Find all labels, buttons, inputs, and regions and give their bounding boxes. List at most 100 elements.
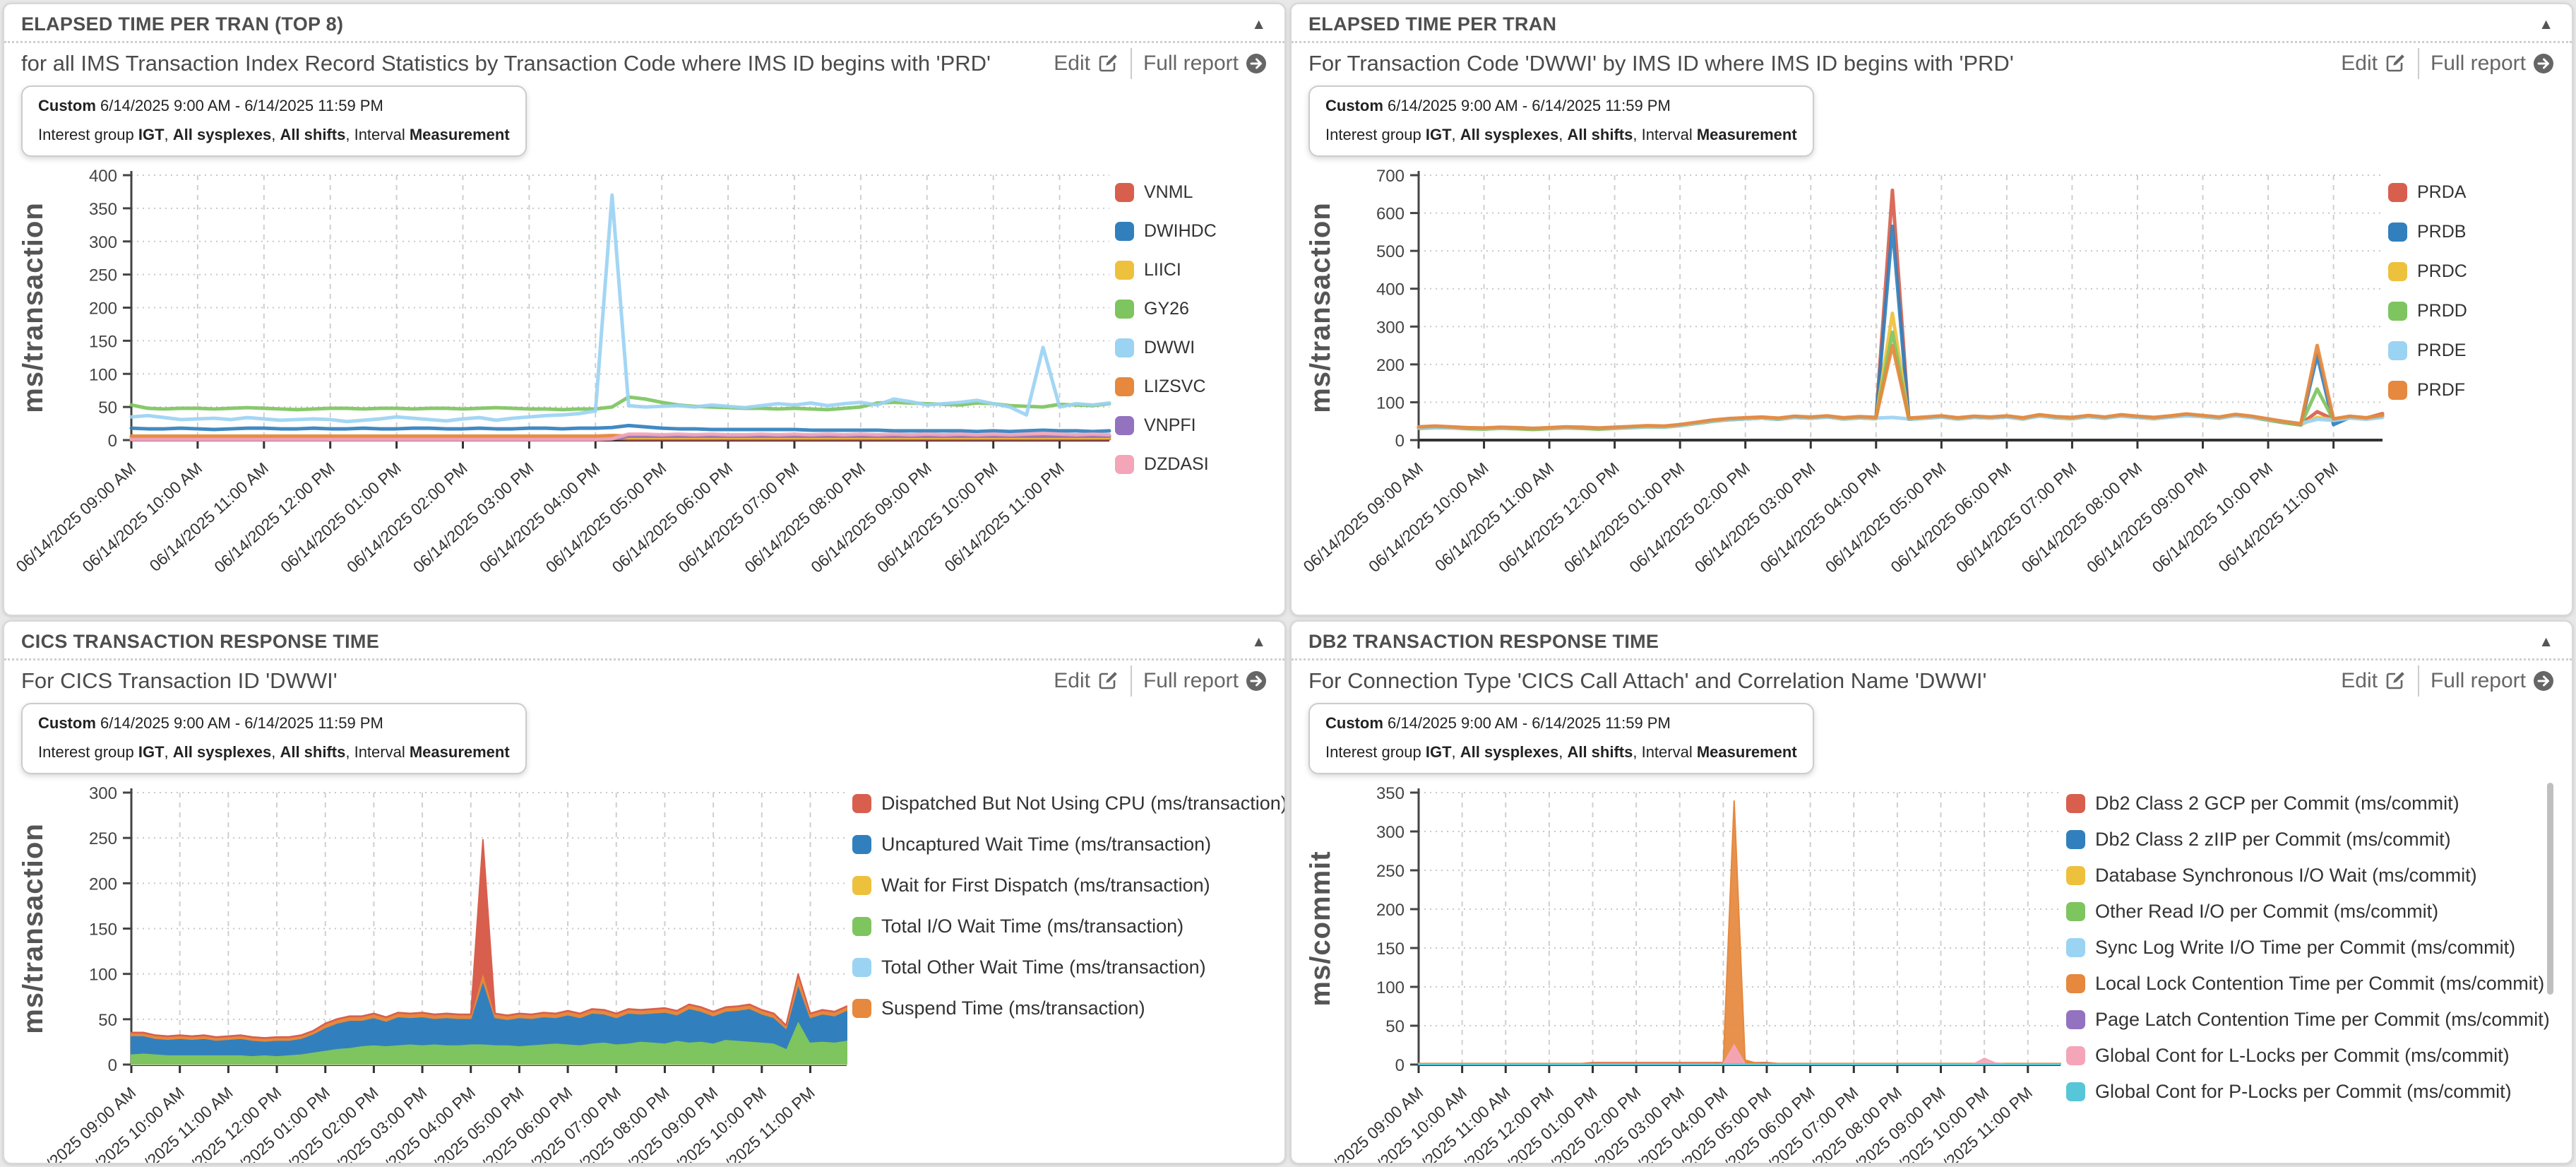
collapse-icon[interactable]: ▲ bbox=[1251, 633, 1266, 650]
svg-text:06/14/2025 10:00 AM: 06/14/2025 10:00 AM bbox=[78, 458, 205, 576]
edit-button[interactable]: Edit bbox=[2341, 669, 2407, 693]
legend-label: PRDB bbox=[2417, 222, 2467, 242]
legend-item[interactable]: Local Lock Contention Time per Commit (m… bbox=[2066, 973, 2572, 995]
divider bbox=[1130, 48, 1132, 79]
full-report-button[interactable]: Full report bbox=[1143, 669, 1268, 693]
svg-text:0: 0 bbox=[1395, 432, 1405, 451]
legend-item[interactable]: PRDF bbox=[2388, 380, 2572, 401]
svg-text:250: 250 bbox=[1376, 862, 1405, 881]
legend-label: PRDA bbox=[2417, 182, 2467, 202]
svg-text:150: 150 bbox=[89, 920, 117, 940]
legend-item[interactable]: DWIHDC bbox=[1115, 221, 1284, 242]
legend-swatch bbox=[852, 958, 871, 977]
legend-item[interactable]: Total Other Wait Time (ms/transaction) bbox=[852, 956, 1284, 978]
legend-item[interactable]: Global Cont for P-Locks per Commit (ms/c… bbox=[2066, 1081, 2572, 1103]
full-report-button[interactable]: Full report bbox=[2431, 669, 2555, 693]
legend-swatch bbox=[2066, 794, 2085, 813]
legend-item[interactable]: Dispatched But Not Using CPU (ms/transac… bbox=[852, 793, 1284, 814]
legend-swatch bbox=[2066, 1082, 2085, 1101]
svg-text:06/14/2025 03:00 PM: 06/14/2025 03:00 PM bbox=[410, 458, 537, 576]
legend-label: VNPFI bbox=[1144, 415, 1196, 435]
chart[interactable]: 0 100 200 300 400 500 600 700 06/14/2025 09:00 A… bbox=[1297, 158, 2388, 610]
legend-item[interactable]: GY26 bbox=[1115, 299, 1284, 319]
legend-item[interactable]: PRDB bbox=[2388, 222, 2572, 242]
legend-item[interactable]: PRDA bbox=[2388, 182, 2572, 203]
chart[interactable]: 0 50 100 150 200 250 300 350 06/14/2025 09:00 AM… bbox=[1297, 776, 2066, 1163]
chart[interactable]: 0 50 100 150 200 250 300 350 400 06/14/2025 09:00… bbox=[10, 158, 1115, 610]
legend-swatch bbox=[852, 794, 871, 813]
legend-label: Page Latch Contention Time per Commit (m… bbox=[2095, 1009, 2550, 1030]
panel-title: ELAPSED TIME PER TRAN bbox=[1308, 13, 1557, 35]
edit-button[interactable]: Edit bbox=[1054, 669, 1119, 693]
legend-item[interactable]: PRDE bbox=[2388, 340, 2572, 361]
legend-scrollbar-thumb[interactable] bbox=[2547, 783, 2553, 995]
full-report-button[interactable]: Full report bbox=[2431, 52, 2555, 76]
svg-text:100: 100 bbox=[89, 966, 117, 985]
legend-item[interactable]: Db2 Class 2 GCP per Commit (ms/commit) bbox=[2066, 793, 2572, 814]
legend-item[interactable]: VNPFI bbox=[1115, 415, 1284, 436]
legend-item[interactable]: Sync Log Write I/O Time per Commit (ms/c… bbox=[2066, 937, 2572, 959]
legend-label: Uncaptured Wait Time (ms/transaction) bbox=[881, 834, 1212, 855]
legend-label: Database Synchronous I/O Wait (ms/commit… bbox=[2095, 865, 2477, 886]
svg-text:350: 350 bbox=[1376, 784, 1405, 803]
chart[interactable]: 0 50 100 150 200 250 300 06/14/2025 09:00 AM 06/… bbox=[10, 776, 852, 1163]
svg-text:100: 100 bbox=[1376, 978, 1405, 997]
svg-text:300: 300 bbox=[89, 784, 117, 803]
edit-button[interactable]: Edit bbox=[2341, 52, 2407, 76]
filter-range: Custom 6/14/2025 9:00 AM - 6/14/2025 11:… bbox=[1325, 97, 1671, 114]
legend-item[interactable]: PRDC bbox=[2388, 261, 2572, 282]
legend-label: Suspend Time (ms/transaction) bbox=[881, 997, 1145, 1019]
legend-item[interactable]: Other Read I/O per Commit (ms/commit) bbox=[2066, 901, 2572, 923]
legend-scrollbar[interactable] bbox=[2547, 783, 2553, 1079]
svg-text:ms/transaction: ms/transaction bbox=[1305, 202, 1336, 413]
legend-item[interactable]: Database Synchronous I/O Wait (ms/commit… bbox=[2066, 865, 2572, 887]
legend-item[interactable]: VNML bbox=[1115, 182, 1284, 203]
collapse-icon[interactable]: ▲ bbox=[2539, 633, 2553, 650]
legend-item[interactable]: DWWI bbox=[1115, 338, 1284, 358]
legend-item[interactable]: Wait for First Dispatch (ms/transaction) bbox=[852, 875, 1284, 896]
legend-item[interactable]: PRDD bbox=[2388, 301, 2572, 321]
legend-item[interactable]: LIZSVC bbox=[1115, 377, 1284, 397]
svg-text:06/14/2025 05:00 PM: 06/14/2025 05:00 PM bbox=[542, 458, 670, 576]
svg-text:100: 100 bbox=[89, 365, 117, 384]
filter-summary[interactable]: Custom 6/14/2025 9:00 AM - 6/14/2025 11:… bbox=[1308, 85, 1814, 157]
legend-item[interactable]: Uncaptured Wait Time (ms/transaction) bbox=[852, 834, 1284, 855]
legend-label: PRDD bbox=[2417, 301, 2467, 321]
collapse-icon[interactable]: ▲ bbox=[1251, 16, 1266, 32]
legend-item[interactable]: Global Cont for L-Locks per Commit (ms/c… bbox=[2066, 1045, 2572, 1067]
legend-swatch bbox=[2066, 974, 2085, 993]
svg-text:150: 150 bbox=[1376, 940, 1405, 959]
svg-text:06/14/2025 07:00 PM: 06/14/2025 07:00 PM bbox=[674, 458, 802, 576]
svg-text:06/14/2025 04:00 PM: 06/14/2025 04:00 PM bbox=[1756, 458, 1884, 576]
svg-text:250: 250 bbox=[89, 829, 117, 848]
svg-text:06/14/2025 10:00 PM: 06/14/2025 10:00 PM bbox=[2149, 458, 2277, 576]
full-report-button[interactable]: Full report bbox=[1143, 52, 1268, 76]
legend-label: Total Other Wait Time (ms/transaction) bbox=[881, 956, 1206, 978]
legend-swatch bbox=[2066, 902, 2085, 921]
collapse-icon[interactable]: ▲ bbox=[2539, 16, 2553, 32]
panel-subtitle: for all IMS Transaction Index Record Sta… bbox=[21, 51, 991, 76]
legend-item[interactable]: Db2 Class 2 zIIP per Commit (ms/commit) bbox=[2066, 829, 2572, 851]
svg-text:50: 50 bbox=[98, 398, 117, 417]
svg-text:700: 700 bbox=[1376, 167, 1405, 186]
filter-summary[interactable]: Custom 6/14/2025 9:00 AM - 6/14/2025 11:… bbox=[1308, 703, 1814, 774]
svg-text:06/14/2025 10:00 AM: 06/14/2025 10:00 AM bbox=[1365, 458, 1492, 576]
legend-label: DWIHDC bbox=[1144, 221, 1217, 241]
svg-text:06/14/2025 04:00 PM: 06/14/2025 04:00 PM bbox=[476, 458, 604, 576]
filter-criteria: Interest group IGT, All sysplexes, All s… bbox=[38, 126, 510, 143]
legend-swatch bbox=[1115, 377, 1134, 396]
legend-item[interactable]: DZDASI bbox=[1115, 454, 1284, 475]
svg-text:400: 400 bbox=[1376, 280, 1405, 300]
legend-item[interactable]: LIICI bbox=[1115, 260, 1284, 280]
legend-item[interactable]: Suspend Time (ms/transaction) bbox=[852, 997, 1284, 1019]
svg-text:06/14/2025 09:00 PM: 06/14/2025 09:00 PM bbox=[807, 458, 935, 576]
panel-cics-response-time: CICS TRANSACTION RESPONSE TIME ▲ For CIC… bbox=[3, 620, 1286, 1164]
legend-item[interactable]: Page Latch Contention Time per Commit (m… bbox=[2066, 1009, 2572, 1031]
svg-text:ms/transaction: ms/transaction bbox=[18, 202, 49, 413]
legend-label: Global Cont for P-Locks per Commit (ms/c… bbox=[2095, 1081, 2512, 1102]
edit-button[interactable]: Edit bbox=[1054, 52, 1119, 76]
filter-summary[interactable]: Custom 6/14/2025 9:00 AM - 6/14/2025 11:… bbox=[21, 703, 527, 774]
filter-summary[interactable]: Custom 6/14/2025 9:00 AM - 6/14/2025 11:… bbox=[21, 85, 527, 157]
legend-item[interactable]: Total I/O Wait Time (ms/transaction) bbox=[852, 916, 1284, 937]
